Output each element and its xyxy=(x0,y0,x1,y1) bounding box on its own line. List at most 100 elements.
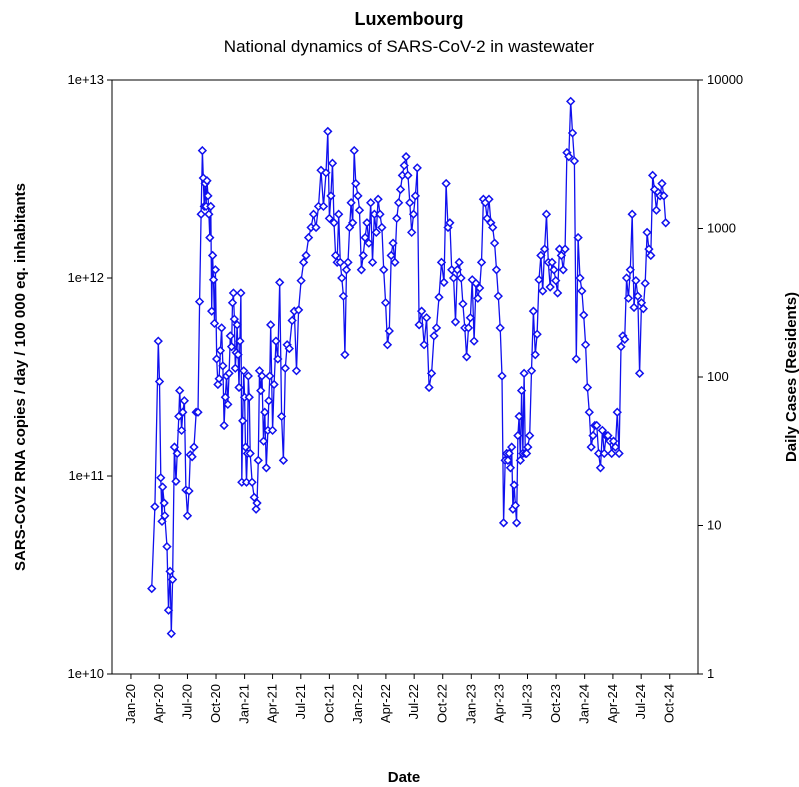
data-point xyxy=(303,232,314,243)
data-point xyxy=(287,315,297,326)
data-point xyxy=(647,170,658,180)
data-point xyxy=(176,425,187,436)
data-point xyxy=(523,442,533,452)
data-point xyxy=(436,257,447,267)
data-point xyxy=(163,605,174,615)
data-point xyxy=(184,486,194,496)
data-point xyxy=(588,430,598,441)
data-point xyxy=(627,209,637,219)
data-point xyxy=(211,354,222,364)
data-point xyxy=(210,265,221,275)
data-point xyxy=(514,411,524,422)
data-point xyxy=(539,244,550,254)
data-point xyxy=(530,350,540,360)
data-point xyxy=(354,205,365,215)
data-point xyxy=(629,302,639,313)
data-point xyxy=(341,265,352,275)
data-point xyxy=(224,368,234,378)
data-point xyxy=(264,396,274,406)
data-point xyxy=(252,498,262,508)
data-point xyxy=(388,238,398,248)
data-point xyxy=(261,463,272,473)
data-point xyxy=(276,411,287,422)
data-point xyxy=(169,442,180,452)
x-tick-label: Jan-20 xyxy=(123,684,138,724)
data-point xyxy=(298,257,309,267)
data-point xyxy=(476,257,487,267)
data-point xyxy=(484,194,494,204)
data-point xyxy=(586,442,596,452)
data-point xyxy=(207,250,218,261)
data-point xyxy=(424,382,434,393)
data-point xyxy=(275,277,285,288)
data-point xyxy=(516,385,527,396)
data-point xyxy=(239,366,249,376)
data-point xyxy=(657,178,667,189)
x-tick-label: Oct-24 xyxy=(662,684,677,723)
x-tick-label: Jul-23 xyxy=(520,684,535,719)
data-point xyxy=(390,257,400,267)
data-point xyxy=(321,168,331,178)
y-tick-label: 1e+10 xyxy=(67,666,104,681)
data-point xyxy=(510,500,521,511)
data-point xyxy=(323,126,333,137)
data-point xyxy=(343,257,353,267)
data-point xyxy=(234,382,244,393)
data-point xyxy=(326,191,336,201)
data-point xyxy=(580,340,591,350)
data-point xyxy=(564,152,574,162)
data-point xyxy=(165,566,175,576)
data-point xyxy=(238,416,248,426)
data-point xyxy=(549,265,559,275)
data-point xyxy=(346,198,356,208)
data-point xyxy=(552,288,563,298)
data-point xyxy=(160,511,170,521)
data-point xyxy=(187,452,197,462)
data-point xyxy=(220,392,231,402)
data-point xyxy=(249,492,259,503)
data-point xyxy=(651,205,662,215)
data-point xyxy=(408,209,419,219)
y2-tick-label: 1000 xyxy=(707,221,736,236)
data-point xyxy=(528,306,539,316)
x-tick-label: Apr-24 xyxy=(605,684,620,723)
data-point xyxy=(503,455,513,465)
data-point xyxy=(526,366,537,376)
data-point xyxy=(218,361,228,371)
data-point xyxy=(159,498,169,508)
chart-title: Luxembourg xyxy=(354,9,463,29)
data-point xyxy=(401,152,411,162)
data-point xyxy=(599,448,609,459)
data-point xyxy=(414,320,424,330)
x-tick-label: Apr-23 xyxy=(491,684,506,723)
x-tick-label: Apr-22 xyxy=(378,684,393,723)
data-point xyxy=(236,288,246,298)
data-point xyxy=(582,382,593,393)
data-point xyxy=(416,306,427,316)
x-tick-label: Oct-22 xyxy=(435,684,450,723)
x-tick-label: Apr-21 xyxy=(265,684,280,723)
data-point xyxy=(362,218,372,228)
data-point xyxy=(532,329,542,339)
data-point xyxy=(197,145,208,156)
y-tick-label: 1e+12 xyxy=(67,270,104,285)
data-point xyxy=(515,455,526,465)
data-point xyxy=(597,425,608,436)
data-point xyxy=(205,232,215,243)
data-point xyxy=(569,156,580,166)
x-tick-label: Jul-24 xyxy=(633,684,648,719)
data-point xyxy=(623,293,634,303)
data-point xyxy=(551,275,561,286)
data-point xyxy=(377,222,387,233)
data-point xyxy=(458,299,468,309)
data-point xyxy=(507,442,517,452)
data-point xyxy=(154,376,165,387)
data-point xyxy=(471,278,481,288)
data-point xyxy=(497,371,507,381)
data-point xyxy=(504,448,514,459)
data-point xyxy=(196,209,206,219)
data-point xyxy=(469,336,479,346)
data-point xyxy=(229,314,240,324)
data-point xyxy=(371,227,381,238)
data-point xyxy=(410,191,421,201)
